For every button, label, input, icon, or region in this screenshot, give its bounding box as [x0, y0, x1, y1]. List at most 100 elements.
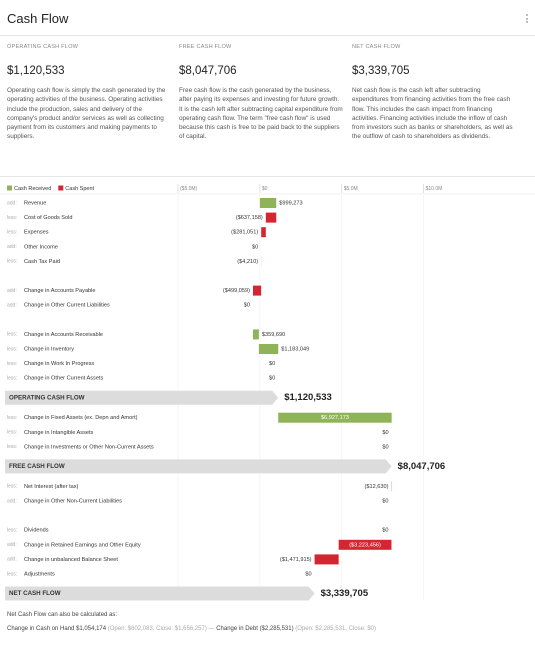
summary-card: OPERATING CASH FLOW $1,120,533 Operating…: [7, 44, 171, 142]
row-prefix: less:: [7, 230, 17, 236]
row-prefix: less:: [7, 376, 17, 382]
divider: [0, 35, 535, 36]
row-prefix: add:: [7, 542, 17, 548]
row-label: Change in Other Current Assets: [24, 376, 103, 382]
row-label: Expenses: [24, 230, 49, 236]
summary-value: $3,339,705: [352, 65, 410, 77]
summary-label: FREE CASH FLOW: [179, 44, 232, 50]
summary-card: NET CASH FLOW $3,339,705 Net cash flow i…: [352, 44, 516, 142]
menu-button[interactable]: [526, 14, 528, 25]
row-prefix: less:: [7, 259, 17, 265]
value-label: $0: [269, 361, 275, 367]
row-label: Change in Retained Earnings and Other Eq…: [24, 542, 141, 548]
summary-description: Free cash flow is the cash generated by …: [179, 87, 343, 141]
row-label: Change in Other Non-Current Liabilities: [24, 498, 122, 504]
value-label: $0: [252, 244, 258, 250]
row-prefix: less:: [7, 415, 17, 421]
x-tick-label: $0: [262, 186, 268, 192]
bar: [259, 198, 277, 208]
value-label: $0: [382, 498, 388, 504]
total-label: NET CASH FLOW: [9, 590, 61, 597]
legend-swatch: [58, 185, 64, 191]
row-label: Change in Other Current Liabilities: [24, 303, 110, 309]
row-prefix: add:: [7, 557, 17, 563]
row-prefix: less:: [7, 528, 17, 534]
bar: [252, 285, 262, 296]
value-label: $0: [244, 303, 250, 309]
summary-label: NET CASH FLOW: [352, 44, 401, 50]
value-label: ($3,223,456): [349, 542, 381, 548]
bar: [278, 412, 392, 423]
cash-detail: (Open: $602,083, Close: $1,656,257): [107, 626, 207, 632]
row-label: Change in Accounts Payable: [24, 288, 96, 294]
legend-swatch: [7, 185, 12, 191]
value-label: $0: [382, 528, 388, 534]
debt-value: ($2,285,531): [259, 626, 294, 632]
total-value: $1,120,533: [284, 392, 332, 403]
debt-label: Change in Debt: [216, 626, 258, 632]
row-prefix: less:: [7, 484, 17, 490]
value-label: $0: [305, 571, 311, 577]
row-label: Revenue: [24, 200, 46, 206]
legend-label: Cash Received: [14, 186, 51, 192]
row-prefix: add:: [7, 200, 17, 206]
row-prefix: add:: [7, 244, 17, 250]
row-label: Change in Inventory: [24, 346, 74, 352]
value-label: ($499,059): [223, 288, 250, 294]
value-label: $359,690: [262, 332, 285, 338]
row-label: Change in Investments or Other Non-Curre…: [24, 444, 154, 450]
row-prefix: less:: [7, 571, 17, 577]
row-label: Net Interest (after tax): [24, 484, 79, 490]
footer-note: Net Cash Flow can also be calculated as:: [7, 612, 118, 618]
total-label: OPERATING CASH FLOW: [9, 394, 85, 401]
legend-label: Cash Spent: [65, 186, 94, 192]
row-label: Dividends: [24, 528, 49, 534]
bar: [338, 539, 392, 550]
row-prefix: less:: [7, 346, 17, 352]
value-label: ($281,051): [231, 230, 258, 236]
summary-value: $8,047,706: [179, 65, 237, 77]
row-prefix: add:: [7, 288, 17, 294]
value-label: $0: [382, 430, 388, 436]
row-label: Adjustments: [24, 571, 55, 577]
row-label: Cost of Goods Sold: [24, 215, 73, 221]
row-label: Other Income: [24, 244, 58, 250]
row-prefix: less:: [7, 215, 17, 221]
debt-detail: (Open: $2,285,531, Close: $0): [295, 626, 376, 632]
row-label: Change in Accounts Receivable: [24, 332, 103, 338]
value-label: ($1,471,915): [280, 557, 312, 563]
summary-description: Operating cash flow is simply the cash g…: [7, 87, 166, 141]
x-tick-label: $5.0M: [344, 186, 358, 192]
row-prefix: less:: [7, 444, 17, 450]
value-label: $0: [269, 376, 275, 382]
row-label: Change in Fixed Assets (ex. Depn and Amo…: [24, 415, 138, 421]
x-tick-label: ($5.0M): [180, 186, 198, 192]
x-tick-label: $10.0M: [426, 186, 443, 192]
bar: [258, 344, 279, 354]
value-label: ($4,210): [237, 259, 258, 265]
row-prefix: add:: [7, 498, 17, 504]
row-prefix: less:: [7, 430, 17, 436]
value-label: $999,273: [279, 200, 302, 206]
total-bar: [5, 390, 279, 405]
summary-label: OPERATING CASH FLOW: [7, 44, 79, 50]
bar: [252, 329, 259, 340]
row-prefix: less:: [7, 332, 17, 338]
bar: [265, 212, 277, 223]
total-bar: [5, 586, 315, 601]
footer-calculation: Change in Cash on Hand $1,054,174 (Open:…: [7, 626, 376, 632]
summary-value: $1,120,533: [7, 65, 65, 77]
divider: [0, 176, 535, 177]
summary-description: Net cash flow is the cash left after sub…: [352, 87, 513, 141]
bar: [314, 554, 339, 565]
summary-card: FREE CASH FLOW $8,047,706 Free cash flow…: [179, 44, 343, 142]
row-label: Cash Tax Paid: [24, 259, 60, 265]
value-label: ($637,158): [236, 215, 263, 221]
cash-label: Change in Cash on Hand: [7, 626, 75, 632]
row-label: Change in Work In Progress: [24, 361, 94, 367]
bar: [261, 227, 266, 238]
value-label: $1,183,049: [281, 346, 309, 352]
